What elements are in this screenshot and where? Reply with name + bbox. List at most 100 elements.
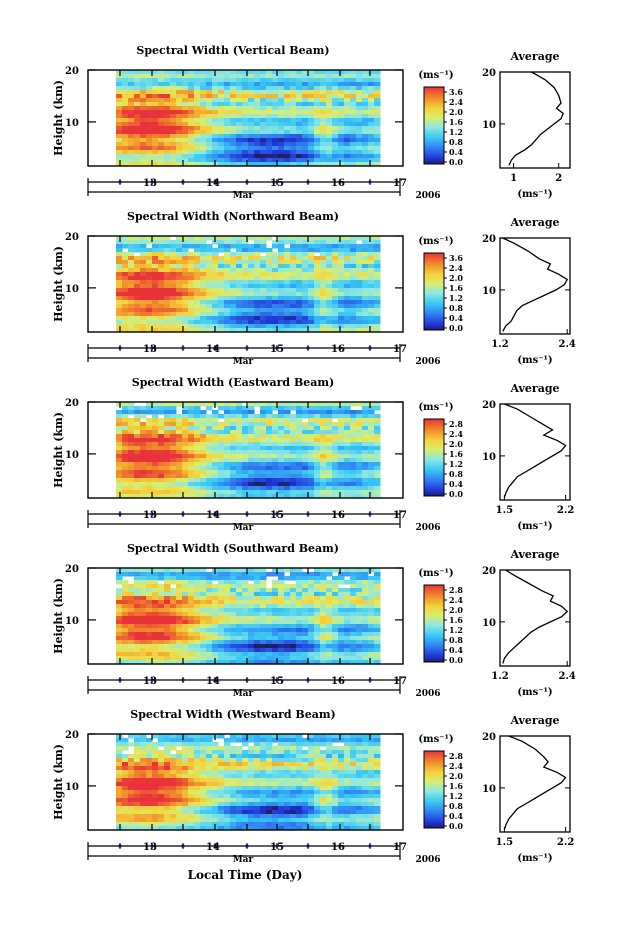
avg-y-tick-label: 20 bbox=[482, 566, 496, 577]
month-label: Mar bbox=[233, 357, 254, 367]
colorbar-tick-label: 2.0 bbox=[449, 107, 463, 117]
colorbar-tick-label: 1.2 bbox=[449, 127, 463, 137]
avg-x-tick-label: 2.2 bbox=[557, 505, 574, 516]
colorbar-tick-label: 0.8 bbox=[449, 303, 463, 313]
average-xlabel: (ms⁻¹) bbox=[517, 687, 552, 698]
x-tick-label: 16 bbox=[331, 676, 345, 687]
y-axis-label: Height (km) bbox=[52, 246, 65, 322]
colorbar-tick-label: 2.0 bbox=[449, 439, 463, 449]
x-tick-label: 14 bbox=[206, 178, 220, 189]
colorbar-tick-label: 1.6 bbox=[449, 615, 463, 625]
y-tick-label: 20 bbox=[65, 398, 79, 409]
x-tick-label: 16 bbox=[331, 510, 345, 521]
y-tick-label: 20 bbox=[65, 232, 79, 243]
x-tick-label: 14 bbox=[206, 510, 220, 521]
panel-title: Spectral Width (Eastward Beam) bbox=[132, 376, 334, 389]
colorbar-tick-label: 2.0 bbox=[449, 771, 463, 781]
colorbar-gradient bbox=[423, 86, 445, 165]
colorbar-tick-label: 0.4 bbox=[449, 645, 463, 655]
heatmap-field bbox=[116, 734, 381, 831]
month-label: Mar bbox=[233, 191, 254, 201]
plot-frame bbox=[87, 567, 404, 665]
panel-4: Spectral Width (Southward Beam) 2010Heigh… bbox=[52, 542, 576, 699]
month-label: Mar bbox=[233, 855, 254, 865]
y-tick-label: 10 bbox=[65, 782, 79, 793]
average-title: Average bbox=[509, 216, 559, 229]
x-tick-label: 13 bbox=[143, 842, 157, 853]
panel-title: Spectral Width (Westward Beam) bbox=[130, 708, 335, 721]
avg-x-tick-label: 2.2 bbox=[557, 837, 574, 848]
x-tick-label: 17 bbox=[393, 510, 407, 521]
avg-y-tick-label: 10 bbox=[482, 452, 496, 463]
panel-5: Spectral Width (Westward Beam)2010Height… bbox=[52, 708, 574, 865]
x-tick-label: 17 bbox=[393, 676, 407, 687]
panel-3: Spectral Width (Eastward Beam)2010Height… bbox=[52, 376, 574, 533]
avg-x-tick-label: 1.5 bbox=[496, 837, 513, 848]
avg-y-tick-label: 20 bbox=[482, 234, 496, 245]
avg-x-tick-label: 1.2 bbox=[491, 671, 508, 682]
colorbar-tick-label: 0.4 bbox=[449, 479, 463, 489]
colorbar-unit: (ms⁻¹) bbox=[418, 70, 453, 81]
panel-title: Spectral Width (Northward Beam) bbox=[127, 210, 339, 223]
colorbar: (ms⁻¹) 2.82.42.01.61.20.80.40.0 bbox=[418, 734, 463, 831]
colorbar-tick-label: 3.6 bbox=[449, 87, 463, 97]
average-line bbox=[502, 237, 569, 332]
year-label: 2006 bbox=[415, 689, 440, 699]
average-title: Average bbox=[509, 382, 559, 395]
date-axis: 13 14 15 16 17 Mar 2006 bbox=[87, 842, 441, 865]
avg-x-tick-label: 2.4 bbox=[558, 339, 575, 350]
x-tick-label: 16 bbox=[331, 344, 345, 355]
x-tick-label: 15 bbox=[270, 178, 284, 189]
colorbar-tick-label: 3.6 bbox=[449, 253, 463, 263]
colorbar-tick-label: 2.4 bbox=[449, 761, 463, 771]
average-xlabel: (ms⁻¹) bbox=[517, 189, 552, 200]
average-line bbox=[503, 403, 567, 498]
x-tick-label: 13 bbox=[143, 178, 157, 189]
plot-frame bbox=[87, 401, 404, 499]
colorbar-unit: (ms⁻¹) bbox=[418, 236, 453, 247]
colorbar-tick-label: 2.0 bbox=[449, 605, 463, 615]
panel-title: Spectral Width (Southward Beam) bbox=[127, 542, 339, 555]
average-title: Average bbox=[509, 548, 559, 561]
colorbar-tick-label: 2.4 bbox=[449, 595, 463, 605]
heatmap-field bbox=[116, 402, 381, 499]
date-axis: 13 14 15 16 17 Mar 2006 bbox=[87, 178, 441, 201]
x-tick-label: 17 bbox=[393, 178, 407, 189]
colorbar-tick-label: 1.6 bbox=[449, 283, 463, 293]
colorbar: (ms⁻¹) 3.62.42.01.61.20.80.40.0 bbox=[418, 70, 463, 167]
colorbar-tick-label: 1.6 bbox=[449, 781, 463, 791]
panel-1: Spectral Width (Vertical Beam)2010Height… bbox=[52, 44, 571, 201]
average-line bbox=[502, 569, 569, 664]
year-label: 2006 bbox=[415, 523, 440, 533]
heatmap-field bbox=[116, 568, 381, 665]
colorbar-tick-label: 1.2 bbox=[449, 293, 463, 303]
y-axis-label: Height (km) bbox=[52, 578, 65, 654]
plot-frame bbox=[87, 235, 404, 333]
colorbar: (ms⁻¹) 2.82.42.01.61.20.80.40.0 bbox=[418, 568, 463, 665]
colorbar-tick-label: 0.4 bbox=[449, 147, 463, 157]
colorbar-tick-label: 0.8 bbox=[449, 801, 463, 811]
panel-2: Spectral Width (Northward Beam) 20 10Heigh… bbox=[52, 210, 576, 367]
avg-x-tick-label: 1 bbox=[510, 173, 517, 184]
y-tick-label: 20 bbox=[65, 730, 79, 741]
colorbar-tick-label: 2.8 bbox=[449, 419, 463, 429]
average-xlabel: (ms⁻¹) bbox=[517, 355, 552, 366]
x-tick-label: 17 bbox=[393, 842, 407, 853]
x-axis-label: Local Time (Day) bbox=[188, 868, 303, 882]
x-tick-label: 13 bbox=[143, 344, 157, 355]
y-tick-label: 20 bbox=[65, 564, 79, 575]
colorbar-unit: (ms⁻¹) bbox=[418, 402, 453, 413]
x-tick-label: 15 bbox=[270, 344, 284, 355]
colorbar-tick-label: 1.2 bbox=[449, 459, 463, 469]
y-tick-label: 10 bbox=[65, 118, 79, 129]
average-xlabel: (ms⁻¹) bbox=[517, 521, 552, 532]
average-profile: Average 20 10 1.2 2.4 (ms⁻¹) bbox=[482, 216, 576, 366]
colorbar-unit: (ms⁻¹) bbox=[418, 734, 453, 745]
month-label: Mar bbox=[233, 689, 254, 699]
avg-x-tick-label: 2 bbox=[555, 173, 562, 184]
y-tick-label: 10 bbox=[65, 284, 79, 295]
date-axis: 13 14 15 16 17 Mar 2006 bbox=[87, 676, 441, 699]
